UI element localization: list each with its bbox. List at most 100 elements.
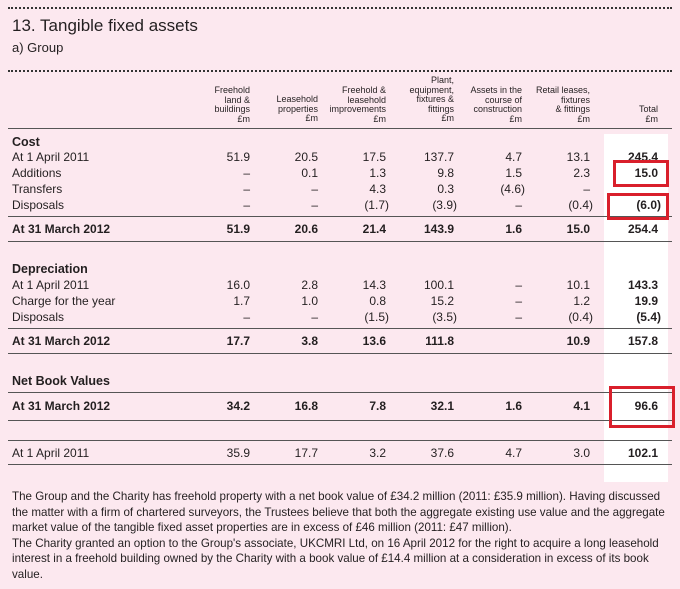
cell-total: 157.8 <box>627 334 658 348</box>
cell: 17.7 <box>226 334 250 348</box>
col-improvements-header: Freehold & leasehold improvements £m <box>329 85 386 124</box>
cost-subtotal-rule <box>8 216 672 217</box>
cell: – <box>243 198 250 212</box>
nbv-total-rule <box>8 420 672 421</box>
table-row: At 1 April 2011 35.9 17.7 3.2 37.6 4.7 3… <box>0 446 680 462</box>
note-paragraph: The Group and the Charity has freehold p… <box>12 490 665 535</box>
cell: 9.8 <box>437 166 454 180</box>
cell: – <box>515 278 522 292</box>
cell-total: 15.0 <box>634 166 658 180</box>
row-label: At 1 April 2011 <box>12 446 90 460</box>
cell: 10.9 <box>566 334 590 348</box>
total-column-band <box>604 134 668 482</box>
cell: (0.4) <box>568 310 593 324</box>
cell: 16.8 <box>294 399 318 413</box>
cell: – <box>243 166 250 180</box>
cell: 21.4 <box>362 222 386 236</box>
cell: – <box>311 198 318 212</box>
row-label: Additions <box>12 166 62 180</box>
nbv-heading: Net Book Values <box>12 374 110 388</box>
cell: (3.5) <box>432 310 457 324</box>
cell: (1.7) <box>364 198 389 212</box>
cost-heading: Cost <box>12 135 40 149</box>
cell-total: 254.4 <box>627 222 658 236</box>
table-row: Disposals – – (1.5) (3.5) – (0.4) (5.4) <box>0 310 680 326</box>
row-label: Charge for the year <box>12 294 116 308</box>
table-row: At 1 April 2011 51.9 20.5 17.5 137.7 4.7… <box>0 150 680 166</box>
row-label: At 31 March 2012 <box>12 399 111 413</box>
row-label: Transfers <box>12 182 63 196</box>
top-dotted-rule <box>8 7 672 9</box>
cell-total: 96.6 <box>634 399 658 413</box>
row-label: Disposals <box>12 310 65 324</box>
cell: – <box>515 310 522 324</box>
note-title: 13. Tangible fixed assets <box>12 16 198 35</box>
cell: (4.6) <box>500 182 525 196</box>
cell: 20.5 <box>294 150 318 164</box>
prior-bottom-rule <box>8 464 672 465</box>
depreciation-heading: Depreciation <box>12 262 88 276</box>
cell: 143.9 <box>423 222 454 236</box>
col-construction-header: Assets in the course of construction £m <box>470 85 522 124</box>
cell: 3.8 <box>301 334 318 348</box>
cell: 1.6 <box>505 222 522 236</box>
cell: 15.2 <box>430 294 454 308</box>
header-dotted-rule <box>8 70 672 72</box>
cell: 17.7 <box>294 446 318 460</box>
cell: 13.1 <box>566 150 590 164</box>
col-freehold-header: Freehold land & buildings £m <box>214 85 250 124</box>
table-row-total: At 31 March 2012 51.9 20.6 21.4 143.9 1.… <box>0 222 680 238</box>
cell: 10.1 <box>566 278 590 292</box>
cell: 35.9 <box>226 446 250 460</box>
cell: 32.1 <box>430 399 454 413</box>
nbv-top-rule <box>8 392 672 393</box>
cell: 4.1 <box>573 399 590 413</box>
cell: 4.7 <box>505 446 522 460</box>
table-row: Transfers – – 4.3 0.3 (4.6) – <box>0 182 680 198</box>
cell: 17.5 <box>362 150 386 164</box>
cell: 51.9 <box>226 150 250 164</box>
cell: 3.2 <box>369 446 386 460</box>
note-text: The Group and the Charity has freehold p… <box>12 489 672 583</box>
cell: – <box>243 310 250 324</box>
cell: 1.3 <box>369 166 386 180</box>
col-leasehold-header: Leasehold properties £m <box>276 94 318 123</box>
cell: – <box>311 182 318 196</box>
depreciation-subtotal-rule <box>8 328 672 329</box>
highlight-nbv-total <box>609 386 675 428</box>
cell: (0.4) <box>568 198 593 212</box>
table-row: Charge for the year 1.7 1.0 0.8 15.2 – 1… <box>0 294 680 310</box>
prior-top-rule <box>8 440 672 441</box>
table-row: Disposals – – (1.7) (3.9) – (0.4) (6.0) <box>0 198 680 214</box>
row-label: At 31 March 2012 <box>12 222 111 236</box>
table-row-total: At 31 March 2012 17.7 3.8 13.6 111.8 10.… <box>0 334 680 350</box>
note-paragraph: The Charity granted an option to the Gro… <box>12 536 659 581</box>
cell: 2.3 <box>573 166 590 180</box>
cell: 137.7 <box>423 150 454 164</box>
cell: – <box>243 182 250 196</box>
header-bottom-rule <box>8 128 672 129</box>
section-subtitle: a) Group <box>12 40 64 55</box>
cell: 51.9 <box>226 222 250 236</box>
cell: 4.3 <box>369 182 386 196</box>
cell: 7.8 <box>369 399 386 413</box>
cost-total-rule <box>8 241 672 242</box>
cell: 4.7 <box>505 150 522 164</box>
cell: 34.2 <box>226 399 250 413</box>
cell: – <box>583 182 590 196</box>
cell-total: (5.4) <box>636 310 661 324</box>
cell-total: (6.0) <box>636 198 661 212</box>
row-label: At 31 March 2012 <box>12 334 111 348</box>
cell: 1.2 <box>573 294 590 308</box>
cell: 0.3 <box>437 182 454 196</box>
cell: 14.3 <box>362 278 386 292</box>
cell: – <box>515 294 522 308</box>
highlight-disposals-total <box>607 193 669 220</box>
cell-total: 102.1 <box>627 446 658 460</box>
cell-total: 143.3 <box>627 278 658 292</box>
cell: 100.1 <box>423 278 454 292</box>
cell: 37.6 <box>430 446 454 460</box>
cell: 1.6 <box>505 399 522 413</box>
row-label: Disposals <box>12 198 65 212</box>
cell: 1.5 <box>505 166 522 180</box>
